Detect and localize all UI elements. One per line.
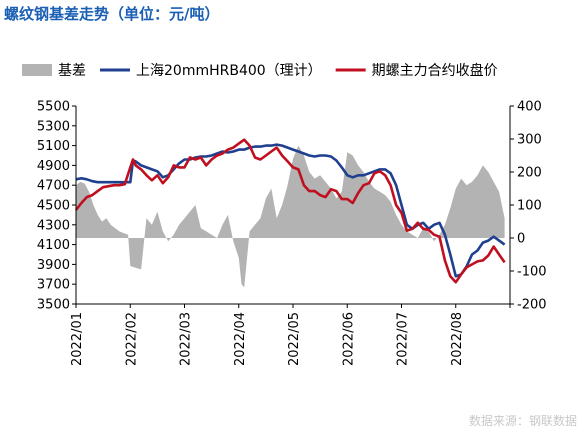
legend-label: 上海20mmHRB400（理计） <box>136 63 322 79</box>
chart-title: 螺纹钢基差走势（单位：元/吨） <box>4 5 220 23</box>
right-tick-label: -200 <box>517 298 547 313</box>
right-tick-label: 300 <box>517 133 542 148</box>
left-tick-label: 3500 <box>37 298 70 313</box>
left-tick-label: 3900 <box>37 258 70 273</box>
x-tick-label: 2022/04 <box>233 312 248 366</box>
right-tick-label: 400 <box>517 100 542 115</box>
x-tick-label: 2022/07 <box>396 312 411 366</box>
left-tick-label: 5300 <box>37 119 70 134</box>
x-tick-label: 2022/05 <box>287 312 302 366</box>
right-tick-label: 100 <box>517 199 542 214</box>
left-tick-label: 4500 <box>37 199 70 214</box>
left-tick-label: 4300 <box>37 218 70 233</box>
right-tick-label: 0 <box>517 232 525 247</box>
legend-swatch-basis <box>22 64 52 76</box>
x-tick-label: 2022/06 <box>341 312 356 366</box>
basis-area <box>76 145 505 288</box>
shanghai-hrb400-line <box>75 143 506 278</box>
left-tick-label: 5100 <box>37 139 70 154</box>
left-tick-label: 4700 <box>37 179 70 194</box>
price-lines-layer <box>74 138 506 284</box>
source-note: 数据来源：钢联数据 <box>468 414 577 428</box>
axes-layer: 3500 3700 3900 4100 4300 4500 4700 4900 5100 5300… <box>37 100 547 367</box>
left-tick-label: 4900 <box>37 159 70 174</box>
chart-legend: 基差 上海20mmHRB400（理计） 期螺主力合约收盘价 <box>22 62 498 79</box>
basis-area-layer <box>76 145 505 288</box>
legend-label: 期螺主力合约收盘价 <box>372 62 498 79</box>
x-tick-label: 2022/01 <box>70 312 85 366</box>
x-tick-label: 2022/03 <box>179 312 194 366</box>
futures-main-contract-line <box>74 138 506 284</box>
left-tick-label: 4100 <box>37 238 70 253</box>
legend-label: 基差 <box>58 62 86 79</box>
right-tick-label: 200 <box>517 166 542 181</box>
x-tick-label: 2022/08 <box>450 312 465 366</box>
right-tick-label: -100 <box>517 265 547 280</box>
left-tick-label: 3700 <box>37 278 70 293</box>
left-tick-label: 5500 <box>37 100 70 115</box>
x-tick-label: 2022/02 <box>124 312 139 366</box>
